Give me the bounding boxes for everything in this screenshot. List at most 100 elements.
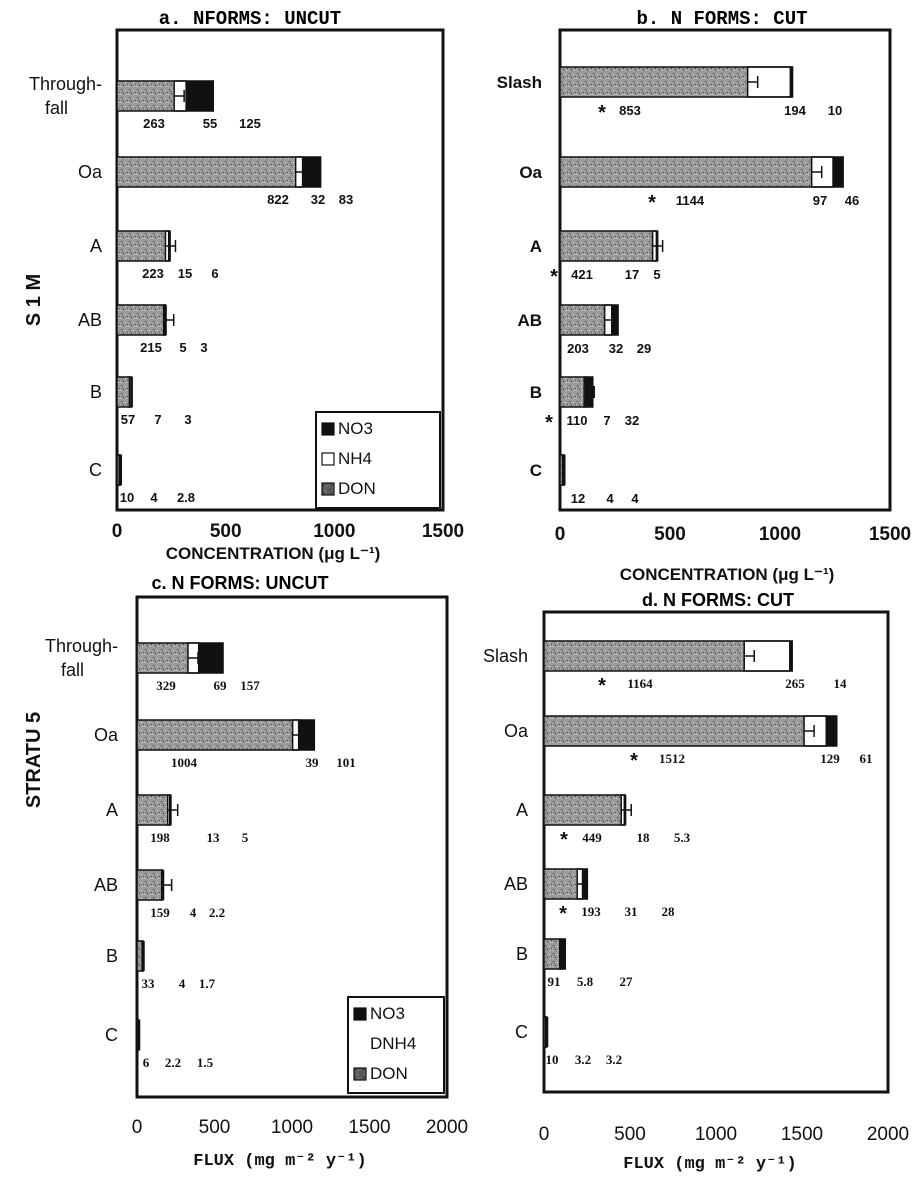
panel-d-bar-don (544, 939, 560, 969)
panel-c-xtick: 1500 (348, 1117, 390, 1138)
panel-b-xlabel: CONCENTRATION (μg L⁻¹) (620, 565, 835, 584)
panel-a-value-label: 5 (179, 340, 186, 355)
panel-b-category-label: Slash (497, 73, 542, 92)
panel-d-xtick: 500 (614, 1124, 646, 1145)
panel-d-value-label: 129 (820, 751, 840, 766)
panel-a-bar-outline (116, 80, 215, 112)
panel-c-value-label: 1.7 (199, 976, 216, 991)
panel-d-value-label: 91 (548, 974, 561, 989)
panel-d-significance-star: * (559, 903, 567, 925)
panel-c-frame (135, 595, 449, 1099)
panel-a-value-label: 125 (239, 116, 261, 131)
panel-d-category-label: C (515, 1022, 528, 1042)
panel-b-significance-star: * (598, 102, 606, 124)
panel-d-category-label: A (516, 800, 528, 820)
panel-c-xlabel: FLUX (mg m⁻² y⁻¹) (193, 1152, 367, 1171)
panel-b-significance-star: * (545, 412, 553, 434)
panel-a-bar-don (117, 377, 130, 407)
panel-d-category-label: AB (504, 874, 528, 894)
panel-a-category-label: AB (78, 310, 102, 330)
panel-a-value-label: 3 (184, 412, 191, 427)
panel-c-category-label: A (106, 800, 118, 820)
legend-label-don: DON (370, 1064, 408, 1083)
panel-c-category-label: B (106, 946, 118, 966)
panel-a-bar-don (117, 81, 175, 111)
panel-a-xlabel: CONCENTRATION (μg L⁻¹) (166, 544, 381, 563)
panel-c-value-label: 4 (190, 905, 197, 920)
panel-c-bar-don (137, 870, 162, 900)
panel-d-significance-star: * (630, 750, 638, 772)
panel-b-title: b. N FORMS: CUT (636, 8, 807, 30)
panel-d-bar-don (544, 716, 805, 746)
legend-label-nh4: NH4 (338, 449, 372, 468)
panel-d-value-label: 193 (581, 904, 601, 919)
legend-label-no3: NO3 (338, 419, 373, 438)
panel-d-value-label: 3.2 (575, 1052, 591, 1067)
panel-b-value-label: 1144 (676, 193, 705, 208)
panel-c-value-label: 159 (150, 905, 170, 920)
panel-a-value-label: 15 (178, 266, 192, 281)
panel-d-bar-outline (543, 715, 838, 747)
panel-b-value-label: 5 (653, 267, 660, 282)
panel-a-value-label: 55 (203, 116, 217, 131)
panel-b-category-label: B (530, 383, 542, 402)
panel-b-value-label: 12 (571, 491, 585, 506)
panel-b-value-label: 4 (631, 491, 639, 506)
panel-b-frame (558, 28, 892, 512)
panel-c-bar-don (137, 941, 143, 971)
panel-d-value-label: 1164 (627, 676, 653, 691)
panel-b-value-label: 32 (609, 341, 623, 356)
panel-c-xtick: 2000 (426, 1117, 468, 1138)
panel-d-category-label: Oa (504, 721, 529, 741)
panel-d-bar-no3 (560, 939, 566, 969)
panel-b-bar-outline (559, 454, 566, 486)
panel-a-category-label: B (90, 382, 102, 402)
panel-a-value-label: 32 (311, 192, 325, 207)
legend-swatch-no3 (321, 422, 335, 436)
panel-a-category-label: Oa (78, 162, 103, 182)
panel-d-significance-star: * (560, 829, 568, 851)
panel-b-value-label: 29 (637, 341, 651, 356)
panel-a: 0 500 1000 1500 Through-fall 263 55 125 Oa 822 32 8… (29, 28, 464, 542)
panel-b-bar-don (560, 67, 748, 97)
panel-c-bar-outline (136, 719, 316, 751)
panel-d-value-label: 10 (546, 1052, 559, 1067)
side-label-bottom: STRATU 5 (23, 712, 45, 808)
panel-a-category-label: Through-fall (29, 74, 102, 118)
panel-c: 0 500 1000 1500 2000 Through-fall 329 69 157 Oa 10… (45, 595, 468, 1138)
legend-swatch-don (353, 1067, 367, 1081)
panel-d-value-label: 61 (860, 751, 873, 766)
panel-b-category-label: AB (517, 311, 542, 330)
panel-d-value-label: 265 (785, 676, 805, 691)
panel-c-bar-no3 (198, 643, 224, 673)
panel-b-bar-no3 (833, 157, 844, 187)
panel-d-value-label: 28 (662, 904, 676, 919)
panel-a-bar-outline (116, 156, 322, 188)
panel-b-bar-don (560, 377, 585, 407)
panel-b-value-label: 46 (845, 193, 859, 208)
legend-swatch-nh4 (321, 452, 335, 466)
panel-b-bar-outline (559, 156, 844, 188)
panel-b-value-label: 194 (784, 103, 806, 118)
panel-a-bar-no3 (186, 81, 214, 111)
panel-c-bar-don (137, 795, 168, 825)
panel-d-xtick: 2000 (867, 1124, 909, 1145)
panel-c-value-label: 1004 (171, 755, 198, 770)
panel-c-value-label: 2.2 (165, 1055, 181, 1070)
panel-a-xtick: 500 (210, 521, 242, 542)
side-label-top: S 1 M (23, 274, 45, 326)
panel-b-bar-don (560, 455, 563, 485)
panel-a-bar-nh4 (128, 376, 132, 408)
panel-b-bar-no3 (790, 67, 793, 97)
panel-d-significance-star: * (598, 675, 606, 697)
panel-b-significance-star: * (550, 266, 558, 288)
panel-c-legend: NO3 DNH4 DON (347, 996, 445, 1094)
panel-d-title: d. N FORMS: CUT (642, 590, 794, 610)
panel-c-value-label: 157 (240, 678, 260, 693)
panel-d-xtick: 1500 (781, 1124, 823, 1145)
legend-swatch-no3 (353, 1007, 367, 1021)
panel-a-value-label: 263 (143, 116, 165, 131)
panel-d-bar-no3 (826, 716, 837, 746)
panel-c-xtick: 1000 (271, 1117, 313, 1138)
